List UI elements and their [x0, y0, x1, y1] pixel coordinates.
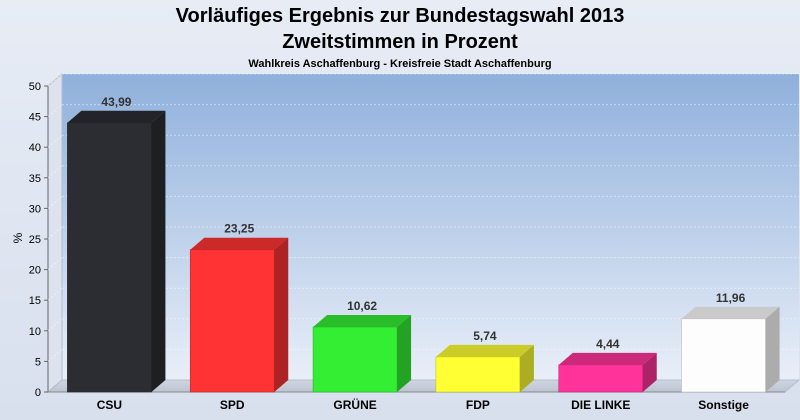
grid-line-diagonal: [47, 287, 63, 301]
y-tick-label: 20: [29, 265, 41, 277]
grid-line-diagonal: [47, 257, 63, 270]
bar-front: [435, 356, 521, 393]
y-tick-label: 5: [35, 356, 41, 368]
y-axis-label: %: [11, 232, 25, 243]
y-tick-label: 15: [29, 295, 41, 307]
plot-back-wall: [62, 74, 799, 380]
x-tick-label: SPD: [220, 398, 245, 412]
y-tick-label: 10: [29, 326, 41, 338]
bar-front: [189, 249, 275, 393]
bar-value-label: 43,99: [101, 95, 131, 109]
bar-side: [765, 306, 780, 392]
bar-front: [67, 122, 152, 393]
grid-line-diagonal: [47, 134, 63, 148]
bar-top: [67, 110, 166, 123]
bar-value-label: 10,62: [347, 299, 377, 313]
bar-top: [190, 237, 289, 250]
y-tick-label: 40: [29, 142, 41, 154]
bar-front: [558, 364, 644, 393]
bar-value-label: 11,96: [716, 291, 746, 305]
grid-line-diagonal: [47, 104, 63, 117]
bar-value-label: 4,44: [596, 337, 620, 351]
bar-top: [435, 344, 534, 357]
y-tick-label: 35: [29, 173, 41, 185]
bar-side: [274, 237, 289, 392]
bar-side: [642, 352, 657, 392]
grid-line-diagonal: [47, 226, 63, 240]
bar-top: [558, 352, 657, 365]
bar-front: [312, 326, 398, 393]
y-axis: 0 5 10 15 20 25 30 35 40 45 50: [29, 81, 48, 399]
x-tick-label: GRÜNE: [333, 397, 376, 412]
y-tick-label: 50: [29, 81, 41, 93]
bar-top: [313, 315, 412, 328]
x-tick-label: FDP: [466, 398, 490, 412]
bar-side: [519, 344, 534, 392]
chart-subtitle: Wahlkreis Aschaffenburg - Kreisfreie Sta…: [248, 58, 552, 70]
bar: [189, 237, 289, 393]
grid-line-diagonal: [47, 318, 63, 332]
bar: [67, 110, 166, 393]
grid-lines: [47, 73, 799, 362]
bar: [558, 352, 657, 393]
chart-title-line-2: Zweitstimmen in Prozent: [282, 31, 518, 53]
bar-side: [151, 110, 166, 393]
grid-line-diagonal: [47, 196, 63, 209]
x-tick-label: Sonstige: [698, 398, 749, 412]
bar: [312, 315, 412, 393]
chart-titles: Vorläufiges Ergebnis zur Bundestagswahl …: [0, 0, 800, 70]
y-tick-label: 30: [29, 203, 41, 215]
grid-line-diagonal: [47, 73, 63, 87]
grid-line-diagonal: [47, 349, 63, 362]
y-tick-label: 25: [29, 234, 41, 246]
x-tick-label: CSU: [97, 398, 122, 412]
chart-title-line-1: Vorläufiges Ergebnis zur Bundestagswahl …: [175, 5, 625, 27]
y-tick-label: 0: [35, 387, 41, 399]
labels: 43,99 CSU 23,25 SPD 10,62 GRÜNE 5,74 FDP 4,44 DIE…: [97, 95, 750, 412]
y-tick-label: 45: [29, 112, 41, 124]
bar: [435, 344, 534, 393]
bars: [67, 110, 780, 393]
bar-side: [397, 315, 412, 392]
bar-front: [681, 318, 766, 393]
bar-value-label: 23,25: [224, 222, 254, 236]
bar-value-label: 5,74: [473, 329, 497, 343]
bar: [681, 306, 780, 393]
bar-top: [681, 306, 780, 319]
x-tick-label: DIE LINKE: [571, 398, 630, 412]
grid-line-diagonal: [47, 165, 63, 179]
